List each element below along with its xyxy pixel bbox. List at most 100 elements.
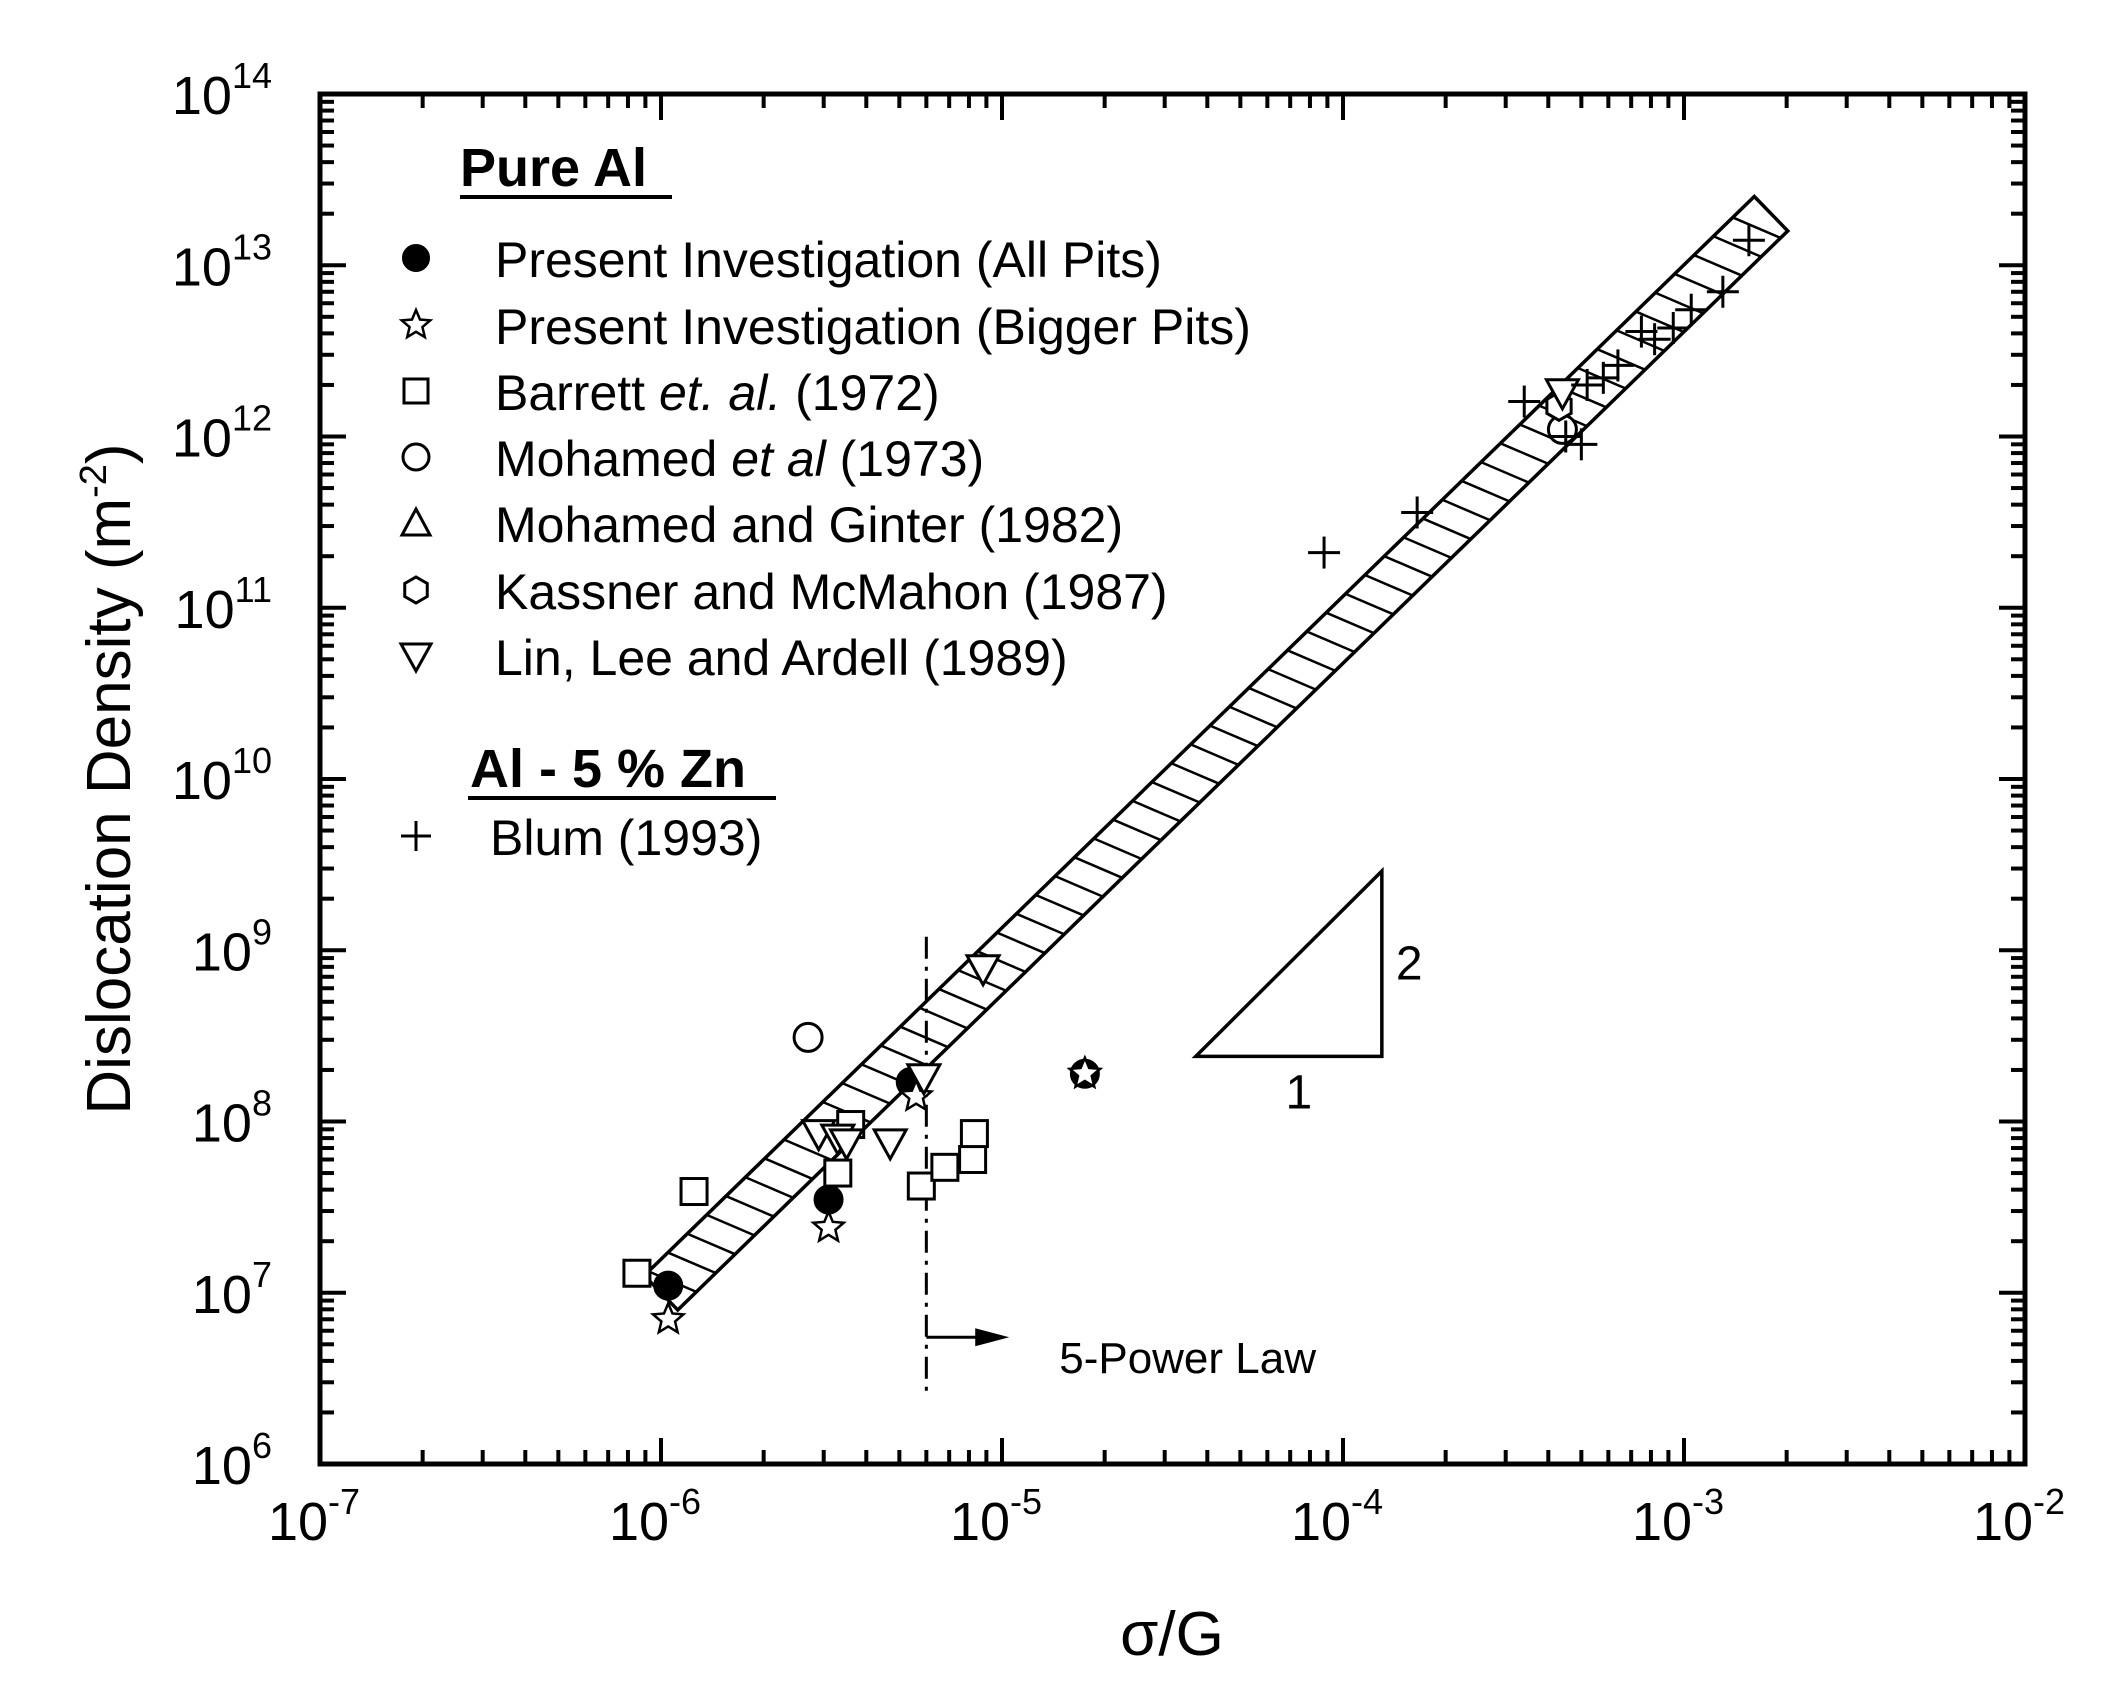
annotations: 5-Power Law 1 2 [924, 866, 1423, 1396]
legend-group-pure-al: Pure Al [460, 138, 647, 198]
circle-marker [792, 1021, 824, 1053]
y-tick-label-base: 10 [192, 1265, 252, 1325]
x-tick-label-exp: -7 [328, 1481, 360, 1522]
x-tick-label: 10-3 [1632, 1481, 1724, 1552]
y-tick-label-exp: 9 [252, 911, 272, 952]
five-power-law-arrowhead [975, 1328, 1010, 1347]
plus-marker [1549, 420, 1582, 453]
axis-ticks [318, 94, 2025, 1466]
hatched-band [641, 194, 1791, 1313]
band-hatch [1732, 216, 1782, 240]
plus-marker [1601, 349, 1634, 382]
band-hatch [667, 1251, 717, 1275]
band-hatch [1209, 724, 1259, 748]
band-hatch [1461, 479, 1510, 503]
y-tick-label: 1013 [172, 226, 272, 297]
band-hatch [1286, 649, 1336, 672]
band-hatch [706, 1213, 755, 1237]
band-hatch [1306, 630, 1356, 654]
star-marker [398, 306, 434, 340]
slope-run-label: 1 [1285, 1066, 1312, 1119]
plus-marker [1565, 428, 1598, 461]
x-axis-label: σ/G [1120, 1600, 1224, 1669]
band-hatch [783, 1138, 833, 1162]
legend-entry-text-b: (1973) [826, 431, 984, 487]
legend-entry-text: Mohamed et al (1973) [495, 431, 984, 487]
five-power-law-label: 5-Power Law [1059, 1334, 1316, 1383]
y-tick-label-base: 10 [172, 66, 232, 126]
square-marker [930, 1152, 960, 1182]
x-tick-label-base: 10 [268, 1492, 328, 1552]
x-tick-label-base: 10 [950, 1492, 1010, 1552]
square-marker [622, 1258, 652, 1288]
y-tick-label: 107 [192, 1254, 272, 1325]
x-tick-label: 10-5 [950, 1481, 1042, 1552]
band-hatch [1074, 856, 1123, 879]
y-tick-label: 109 [192, 911, 272, 982]
band-hatch [1170, 762, 1220, 785]
filled-circle-marker [653, 1270, 684, 1301]
hexagon-marker [403, 575, 429, 605]
y-tick-label-exp: 11 [235, 569, 272, 610]
triangle-down-marker [827, 1128, 866, 1163]
triangle-down-marker [964, 954, 1002, 988]
legend-entry-text-a: Barrett [495, 365, 659, 421]
band-hatch [1345, 592, 1394, 616]
x-tick-label-exp: -6 [669, 1481, 701, 1522]
legend-entry-text-a: Mohamed [495, 431, 731, 487]
x-tick-label: 10-4 [1291, 1481, 1383, 1552]
band-hatch [1151, 780, 1201, 804]
y-tick-label: 1010 [172, 740, 272, 811]
plus-marker [1625, 315, 1658, 348]
star-marker [897, 1077, 935, 1113]
triangle-down-marker [1543, 378, 1581, 412]
band-hatch [686, 1232, 736, 1256]
y-tick-label-base: 10 [192, 1436, 252, 1496]
y-tick-label-base: 10 [192, 1094, 252, 1154]
band-hatch [1112, 818, 1162, 842]
band-hatch [744, 1176, 794, 1199]
data-points [622, 224, 1765, 1335]
y-tick-label-base: 10 [175, 580, 235, 640]
y-tick-label-base: 10 [192, 922, 252, 982]
band-hatch [1712, 235, 1762, 258]
y-tick-label-base: 10 [172, 237, 232, 297]
y-tick-label: 106 [192, 1425, 272, 1496]
band-hatch [899, 1025, 949, 1049]
band-hatch [1035, 893, 1085, 917]
slope-rise-label: 2 [1396, 938, 1423, 991]
plus-marker [1508, 385, 1541, 418]
band-hatch [1693, 253, 1743, 277]
band-hatch [764, 1157, 814, 1181]
legend-entry-text-italic: et. al. [659, 365, 781, 421]
band-hatch [1132, 799, 1181, 823]
legend-entry-text-italic: et al [731, 431, 827, 487]
legend-entry-text: Lin, Lee and Ardell (1989) [495, 630, 1068, 686]
x-tick-label-exp: -4 [1351, 1481, 1383, 1522]
square-marker [402, 377, 430, 405]
y-axis-label-close: ) [75, 443, 144, 464]
y-tick-label-exp: 6 [252, 1425, 272, 1466]
x-tick-label-exp: -5 [1010, 1481, 1042, 1522]
y-axis-label-sup: -2 [73, 464, 115, 498]
band-hatch [1228, 705, 1278, 729]
y-tick-label-base: 10 [172, 751, 232, 811]
band-hatch [1441, 498, 1491, 522]
legend-entry-text: Present Investigation (Bigger Pits) [495, 299, 1251, 355]
triangle-down-marker [398, 642, 434, 675]
y-tick-label: 108 [192, 1083, 272, 1154]
y-tick-label: 1014 [172, 55, 272, 126]
star-marker [1066, 1054, 1104, 1090]
y-tick-label-exp: 10 [232, 740, 272, 781]
legend-entry-text-b: (1972) [781, 365, 939, 421]
band-hatch [1499, 442, 1549, 465]
y-tick-label-exp: 14 [232, 55, 272, 96]
plus-marker [1571, 368, 1604, 401]
y-tick-label-exp: 7 [252, 1254, 272, 1295]
square-marker [823, 1158, 853, 1188]
x-tick-label: 10-2 [1973, 1481, 2065, 1552]
band-hatch [880, 1044, 930, 1068]
band-hatch [1054, 874, 1104, 898]
legend-entry-text: Blum (1993) [490, 810, 762, 866]
